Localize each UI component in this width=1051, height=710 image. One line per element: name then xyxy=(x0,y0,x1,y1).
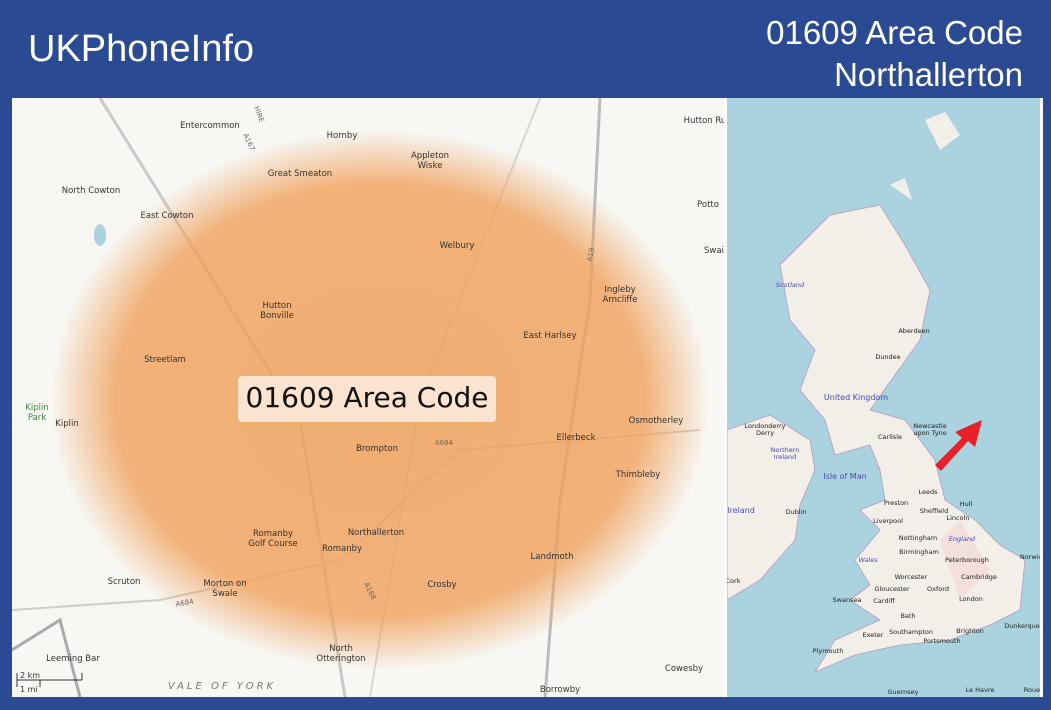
inset-place-label: Birmingham xyxy=(899,548,939,556)
place-label: Landmoth xyxy=(531,552,574,562)
place-label: Scruton xyxy=(108,577,141,587)
inset-place-label: Carlisle xyxy=(878,433,902,441)
inset-place-label: Swansea xyxy=(833,596,862,604)
place-label: Streetlam xyxy=(144,355,186,365)
place-label: Hornby xyxy=(327,131,358,141)
place-label: Bonville xyxy=(260,311,294,321)
place-label: Northallerton xyxy=(348,528,404,538)
place-label: Romanby xyxy=(322,544,362,554)
inset-place-label: Preston xyxy=(884,499,908,507)
inset-place-label: Portsmouth xyxy=(923,637,960,645)
location-arrow xyxy=(935,420,982,471)
inset-place-label: Londonderry xyxy=(744,422,785,430)
inset-place-label: United Kingdom xyxy=(824,393,888,402)
page-title: 01609 Area Code xyxy=(766,14,1023,51)
place-label: Osmotherley xyxy=(629,416,684,426)
scale-label: 2 km xyxy=(20,671,40,680)
scale-label: 1 mi xyxy=(20,685,38,694)
inset-place-label: Worcester xyxy=(895,573,928,581)
inset-place-label: Bath xyxy=(900,612,915,620)
inset-place-label: Norwich xyxy=(1020,553,1046,561)
place-label: Ellerbeck xyxy=(556,433,595,443)
inset-place-label: Sheffield xyxy=(920,507,948,515)
inset-place-label: Dunkerque xyxy=(1004,622,1040,630)
place-label: Kiplin xyxy=(55,419,78,429)
road-label: A684 xyxy=(435,439,454,447)
inset-place-label: Dublin xyxy=(786,508,807,516)
place-label: Entercommon xyxy=(180,121,240,131)
inset-place-label: Isle of Man xyxy=(823,472,866,481)
inset-place-label: Le Havre xyxy=(966,686,995,694)
place-label: Borrowby xyxy=(540,685,580,695)
place-label: Ingleby xyxy=(604,285,635,295)
brand[interactable]: UKPhoneInfo xyxy=(28,28,255,70)
inset-place-label: Ireland xyxy=(774,453,796,461)
inset-place-label: Dundee xyxy=(875,353,900,361)
place-label: Cowesby xyxy=(665,664,703,674)
place-label: Great Smeaton xyxy=(268,169,332,179)
place-label: Romanby xyxy=(253,529,293,539)
label-box xyxy=(238,376,496,422)
place-label: Hutton xyxy=(262,301,291,311)
place-label: Welbury xyxy=(440,241,475,251)
main-map[interactable]: 01609 Area Code Entercommon Hornby Appleto… xyxy=(12,98,726,697)
inset-place-label: Oxford xyxy=(927,585,949,593)
place-label: Crosby xyxy=(427,580,456,590)
road-label: A684 xyxy=(175,597,195,608)
inset-place-label: Leeds xyxy=(918,488,938,496)
inset-place-label: Plymouth xyxy=(813,647,844,655)
inset-place-label: Northern xyxy=(771,446,800,454)
inset-place-label: Exeter xyxy=(863,631,884,639)
place-label: North xyxy=(329,644,353,654)
inset-place-label: Guernsey xyxy=(887,688,918,696)
place-label: East Harlsey xyxy=(523,331,576,341)
inset-place-label: Wales xyxy=(858,556,878,564)
inset-place-label: Derry xyxy=(756,429,774,437)
inset-place-label: Hull xyxy=(960,500,973,508)
inset-place-label: London xyxy=(959,595,983,603)
place-label: Appleton xyxy=(411,151,449,161)
inset-place-label: Ireland xyxy=(727,506,755,515)
inset-place-label: Southampton xyxy=(889,628,933,636)
place-label: Brompton xyxy=(356,444,398,454)
place-label: Otterington xyxy=(316,654,365,664)
inset-place-label: Peterborough xyxy=(945,556,989,564)
inset-map[interactable]: Scotland Aberdeen Dundee United Kingdom Lond… xyxy=(726,98,1047,697)
road-label: A19 xyxy=(586,247,596,262)
inset-place-label: Liverpool xyxy=(873,517,903,525)
inset-place-label: Scotland xyxy=(776,281,805,289)
place-label: Swale xyxy=(212,589,237,599)
page-subtitle: Northallerton xyxy=(834,56,1023,93)
place-label: Morton on xyxy=(203,579,246,589)
inset-place-label: Cork xyxy=(726,577,741,585)
place-label: Golf Course xyxy=(248,539,298,549)
inset-place-label: Gloucester xyxy=(874,585,909,593)
area-label: 01609 Area Code xyxy=(246,381,489,414)
place-label: Swai xyxy=(704,246,724,256)
inset-place-label: Nottingham xyxy=(899,534,937,542)
place-label: Arncliffe xyxy=(602,295,637,305)
place-label: Hutton Ru xyxy=(684,116,727,126)
inset-place-label: Cardiff xyxy=(873,597,895,605)
place-label: Potto xyxy=(697,200,719,210)
inset-place-label: Newcastle xyxy=(913,422,946,430)
place-label: East Cowton xyxy=(140,211,193,221)
region-label: VALE OF YORK xyxy=(168,681,276,692)
inset-place-label: Aberdeen xyxy=(898,327,929,335)
place-label: Wiske xyxy=(418,161,443,171)
place-label: Kiplin xyxy=(25,403,48,413)
place-label: Park xyxy=(28,413,46,423)
place-label: Thimbleby xyxy=(615,470,661,480)
inset-place-label: Brighton xyxy=(956,627,984,635)
inset-place-label: England xyxy=(949,535,976,543)
inset-place-label: Lincoln xyxy=(946,514,969,522)
place-label: Leeming Bar xyxy=(46,654,100,664)
inset-place-label: Cambridge xyxy=(961,573,997,581)
inset-place-label: Rouen xyxy=(1024,686,1044,694)
place-label: North Cowton xyxy=(62,186,120,196)
inset-place-label: upon Tyne xyxy=(913,429,946,437)
